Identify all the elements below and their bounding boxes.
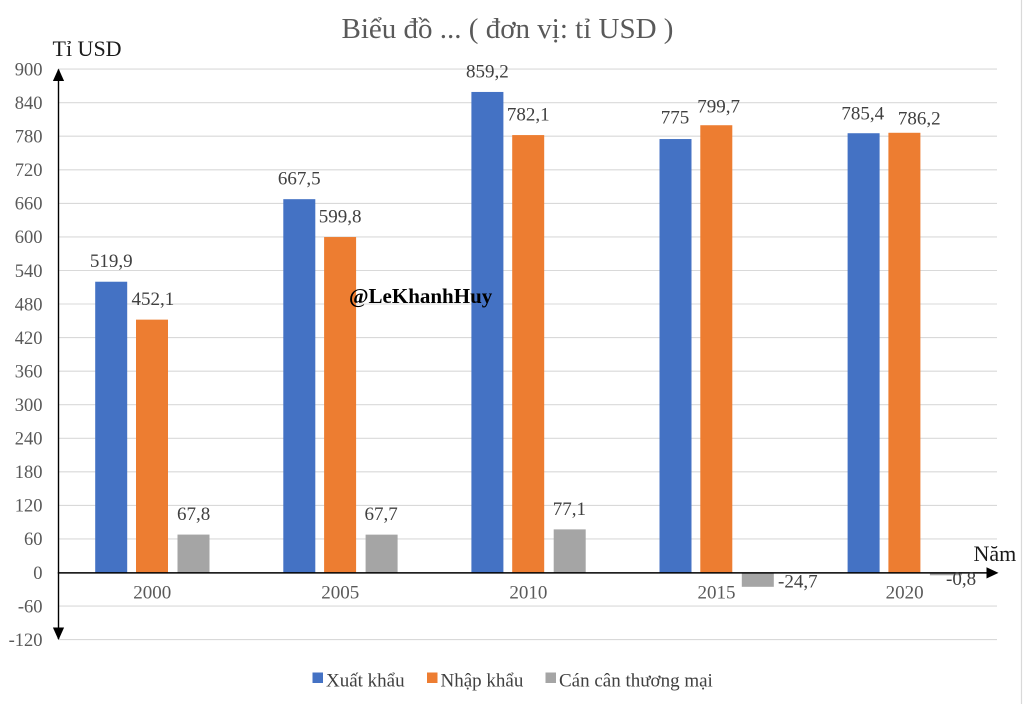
svg-text:Nhập khẩu: Nhập khẩu <box>441 671 524 692</box>
svg-text:120: 120 <box>15 497 43 517</box>
svg-text:600: 600 <box>15 228 43 248</box>
svg-text:-60: -60 <box>18 597 43 617</box>
svg-text:67,8: 67,8 <box>177 504 210 525</box>
svg-text:2010: 2010 <box>509 583 547 604</box>
svg-text:540: 540 <box>15 262 43 282</box>
svg-text:2020: 2020 <box>886 583 924 604</box>
svg-text:799,7: 799,7 <box>697 97 740 118</box>
svg-text:60: 60 <box>24 530 43 550</box>
svg-text:Cán cân thương mại: Cán cân thương mại <box>559 671 713 692</box>
svg-text:720: 720 <box>15 161 43 181</box>
svg-text:452,1: 452,1 <box>132 289 175 310</box>
svg-text:300: 300 <box>15 396 43 416</box>
svg-text:360: 360 <box>15 363 43 383</box>
svg-text:660: 660 <box>15 195 43 215</box>
svg-text:859,2: 859,2 <box>466 61 509 82</box>
svg-text:775: 775 <box>661 108 690 129</box>
svg-text:Biểu đồ ... ( đơn vị: tỉ USD ): Biểu đồ ... ( đơn vị: tỉ USD ) <box>342 13 674 45</box>
svg-text:240: 240 <box>15 430 43 450</box>
svg-text:-0,8: -0,8 <box>946 569 976 590</box>
svg-text:Xuất khẩu: Xuất khẩu <box>326 671 405 692</box>
svg-text:667,5: 667,5 <box>278 169 321 190</box>
svg-text:@LeKhanhHuy: @LeKhanhHuy <box>349 284 493 308</box>
svg-text:-120: -120 <box>9 631 43 651</box>
svg-text:519,9: 519,9 <box>90 251 133 272</box>
svg-text:2015: 2015 <box>698 583 736 604</box>
svg-text:180: 180 <box>15 463 43 483</box>
svg-text:0: 0 <box>33 564 42 584</box>
svg-text:900: 900 <box>15 60 43 80</box>
svg-text:599,8: 599,8 <box>319 207 362 228</box>
svg-text:Năm: Năm <box>974 541 1017 566</box>
svg-text:77,1: 77,1 <box>553 499 586 520</box>
svg-text:480: 480 <box>15 295 43 315</box>
svg-text:2005: 2005 <box>321 583 359 604</box>
svg-text:780: 780 <box>15 128 43 148</box>
svg-text:Tỉ USD: Tỉ USD <box>53 36 122 61</box>
svg-text:840: 840 <box>15 94 43 114</box>
svg-text:785,4: 785,4 <box>841 104 884 125</box>
svg-text:420: 420 <box>15 329 43 349</box>
svg-text:786,2: 786,2 <box>898 109 941 130</box>
svg-text:782,1: 782,1 <box>507 105 550 126</box>
svg-text:-24,7: -24,7 <box>778 572 818 593</box>
svg-text:2000: 2000 <box>133 583 171 604</box>
svg-text:67,7: 67,7 <box>364 504 397 525</box>
